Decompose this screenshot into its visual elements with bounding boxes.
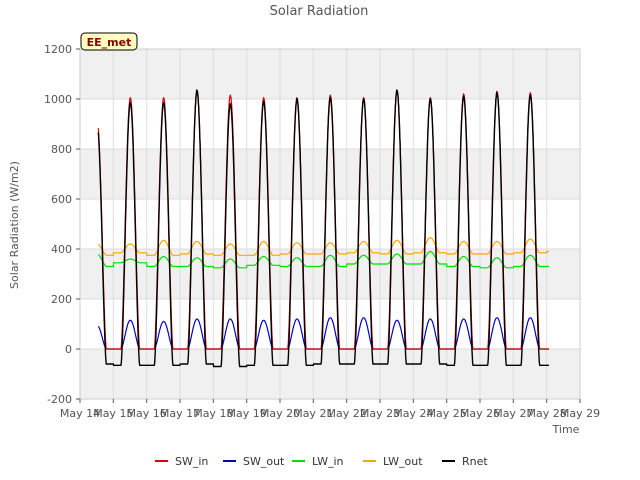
station-label-box: EE_met xyxy=(80,32,138,51)
y-tick-label: -200 xyxy=(47,393,72,406)
y-tick-label: 1200 xyxy=(44,43,72,56)
legend-label: SW_in xyxy=(175,455,208,468)
x-tick-label: May 19 xyxy=(227,407,267,420)
x-tick-label: May 22 xyxy=(327,407,367,420)
legend: SW_in SW_out LW_in LW_out Rnet xyxy=(155,455,488,468)
x-tick-label: May 29 xyxy=(560,407,600,420)
series-line-rnet xyxy=(97,88,549,368)
y-axis-label: Solar Radiation (W/m2) xyxy=(8,161,21,289)
y-tick-label: 800 xyxy=(51,143,72,156)
plot-area-frame xyxy=(79,48,581,400)
x-tick-label: May 15 xyxy=(93,407,133,420)
shaded-band xyxy=(80,49,580,99)
chart-title: Solar Radiation xyxy=(270,4,369,19)
x-tick-label: May 26 xyxy=(460,407,500,420)
shaded-band xyxy=(80,249,580,299)
y-tick-label: 600 xyxy=(51,193,72,206)
shaded-band xyxy=(80,149,580,199)
x-tick-label: May 28 xyxy=(527,407,567,420)
y-tick-label: 200 xyxy=(51,293,72,306)
x-tick-label: May 24 xyxy=(393,407,433,420)
x-tick-label: May 14 xyxy=(60,407,100,420)
legend-label: LW_out xyxy=(383,455,423,468)
legend-label: Rnet xyxy=(462,455,488,468)
x-tick-label: May 18 xyxy=(193,407,233,420)
y-tick-label: 0 xyxy=(65,343,72,356)
x-tick-label: May 27 xyxy=(493,407,533,420)
x-tick-label: May 23 xyxy=(360,407,400,420)
x-tick-label: May 16 xyxy=(127,407,167,420)
shaded-band xyxy=(80,349,580,399)
legend-label: SW_out xyxy=(243,455,285,468)
x-tick-label: May 17 xyxy=(160,407,200,420)
x-tick-label: May 25 xyxy=(427,407,467,420)
station-label: EE_met xyxy=(87,36,132,49)
x-tick-label: May 21 xyxy=(293,407,333,420)
legend-label: LW_in xyxy=(312,455,344,468)
y-tick-label: 1000 xyxy=(44,93,72,106)
y-tick-label: 400 xyxy=(51,243,72,256)
x-tick-label: May 20 xyxy=(260,407,300,420)
x-axis-label: Time xyxy=(552,423,580,436)
series-line-lw-out xyxy=(97,237,549,256)
